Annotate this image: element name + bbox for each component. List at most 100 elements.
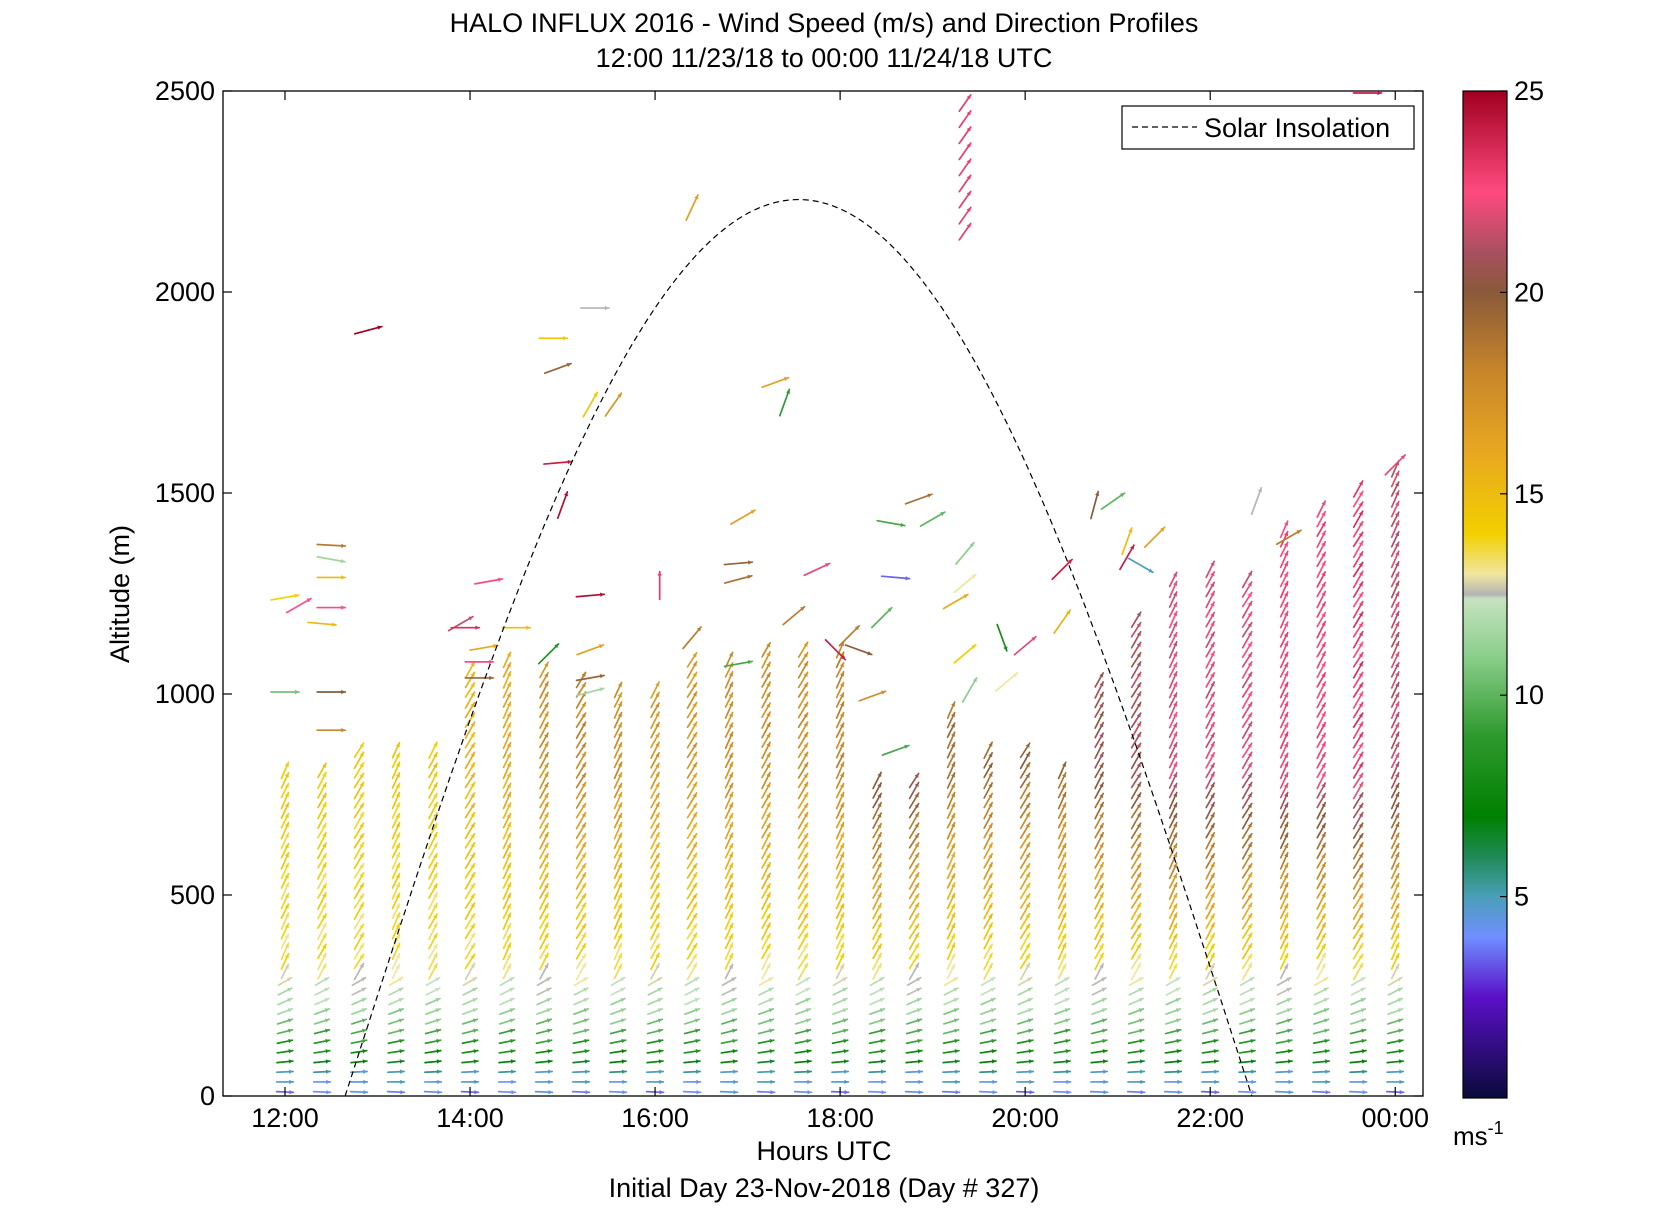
wind-vector-head: [433, 832, 438, 838]
wind-vector-head: [1210, 621, 1215, 627]
wind-vector-head: [803, 672, 808, 677]
wind-vector-head: [1361, 1059, 1367, 1064]
wind-vector-head: [509, 987, 514, 992]
wind-vector-head: [1395, 732, 1400, 737]
wind-vector-head: [1398, 1038, 1403, 1044]
wind-vector-head: [990, 1008, 996, 1013]
wind-vector-head: [1172, 753, 1177, 758]
wind-vector-head: [359, 933, 364, 938]
wind-vector-head: [803, 913, 808, 919]
wind-vector-head: [991, 1049, 996, 1054]
wind-vector-scattered-head: [617, 393, 622, 398]
wind-vector-head: [655, 944, 660, 949]
wind-vector-head: [581, 943, 586, 949]
wind-vector-head: [435, 998, 440, 1003]
wind-vector-head: [1247, 642, 1252, 647]
wind-vector-head: [1283, 873, 1288, 879]
wind-vector-head: [766, 843, 771, 848]
wind-vector-head: [1394, 693, 1399, 698]
wind-vector-head: [1395, 913, 1400, 918]
wind-vector-head: [511, 1079, 516, 1085]
wind-vector-head: [617, 913, 622, 918]
wind-vector-head: [621, 1028, 626, 1033]
wind-vector-head: [918, 1079, 923, 1085]
wind-vector-head: [1025, 773, 1030, 778]
wind-vector-head: [1061, 873, 1066, 879]
wind-vector-head: [728, 822, 734, 828]
wind-vector-head: [1321, 733, 1326, 738]
wind-vector-head: [433, 923, 438, 928]
wind-vector-head: [1101, 1018, 1107, 1023]
wind-vector-head: [914, 913, 919, 919]
wind-vector-scattered: [1250, 487, 1263, 516]
wind-vector-head: [583, 987, 588, 992]
wind-vector-head: [769, 1059, 775, 1064]
wind-vector-head: [1286, 987, 1291, 992]
wind-vector-head: [1210, 733, 1215, 738]
wind-vector-head: [731, 998, 737, 1003]
wind-vector-head: [324, 1008, 330, 1013]
wind-vector-head: [1395, 611, 1400, 617]
wind-vector-head: [622, 1069, 627, 1074]
wind-vector-scattered-head: [1296, 530, 1301, 535]
wind-vector-head: [1136, 842, 1141, 848]
wind-vector-scattered-head: [750, 510, 756, 515]
wind-vector-head: [359, 842, 364, 848]
wind-vector-head: [1247, 894, 1252, 899]
wind-vector-head: [1358, 631, 1363, 637]
chart-title: HALO INFLUX 2016 - Wind Speed (m/s) and …: [450, 8, 1199, 38]
wind-vector-head: [470, 713, 475, 718]
wind-vector-head: [1173, 732, 1178, 737]
wind-vector-head: [1025, 903, 1030, 908]
wind-vector-head: [955, 1079, 960, 1085]
wind-vector-scattered: [1384, 454, 1406, 476]
wind-vector-high-head: [966, 191, 971, 196]
wind-vector-head: [914, 903, 919, 908]
wind-vector-head: [1358, 541, 1363, 546]
wind-vector-head: [1394, 753, 1399, 758]
wind-vector-head: [655, 933, 660, 939]
wind-vector-head: [803, 793, 808, 798]
wind-vector-head: [692, 883, 697, 889]
wind-vector-head: [843, 1038, 848, 1044]
wind-vector-head: [1321, 632, 1326, 637]
wind-vector-head: [1136, 812, 1141, 818]
wind-vector-head: [992, 1079, 997, 1085]
wind-vector-scattered-head: [881, 690, 886, 695]
wind-vector-head: [1321, 651, 1326, 657]
wind-vector-head: [506, 822, 511, 828]
wind-vector-head: [435, 987, 440, 992]
wind-vector-head: [1321, 782, 1326, 788]
wind-vector-head: [839, 852, 845, 858]
wind-vector-head: [1172, 602, 1177, 608]
wind-vector-head: [470, 903, 475, 908]
wind-vector-head: [620, 987, 625, 992]
wind-vector-head: [363, 1089, 368, 1095]
wind-vector-head: [1172, 934, 1177, 939]
wind-vector-head: [1250, 1028, 1255, 1033]
wind-vector-head: [1176, 1059, 1182, 1064]
wind-vector-head: [1210, 914, 1215, 919]
wind-vector-head: [988, 953, 993, 958]
wind-vector-head: [1358, 622, 1363, 628]
wind-vector-head: [1025, 812, 1030, 818]
wind-vector-head: [1210, 662, 1215, 667]
wind-vector-head: [400, 1089, 405, 1095]
wind-vector-head: [1176, 1038, 1181, 1044]
wind-vector-head: [1247, 793, 1252, 798]
wind-vector-head: [474, 1089, 479, 1095]
wind-vector-head: [1360, 987, 1366, 992]
wind-vector-head: [728, 882, 734, 888]
wind-vector-head: [284, 843, 289, 849]
wind-vector-head: [617, 742, 622, 748]
wind-vector-head: [322, 823, 326, 829]
wind-vector-head: [1027, 987, 1032, 992]
wind-vector-head: [694, 1018, 700, 1023]
wind-vector-head: [803, 943, 808, 949]
wind-vector-head: [284, 923, 289, 929]
wind-vector-head: [951, 943, 956, 948]
wind-vector-head: [1210, 571, 1215, 577]
wind-vector-head: [322, 914, 326, 919]
wind-vector-head: [1139, 1028, 1144, 1033]
wind-vector-head: [1136, 773, 1141, 778]
